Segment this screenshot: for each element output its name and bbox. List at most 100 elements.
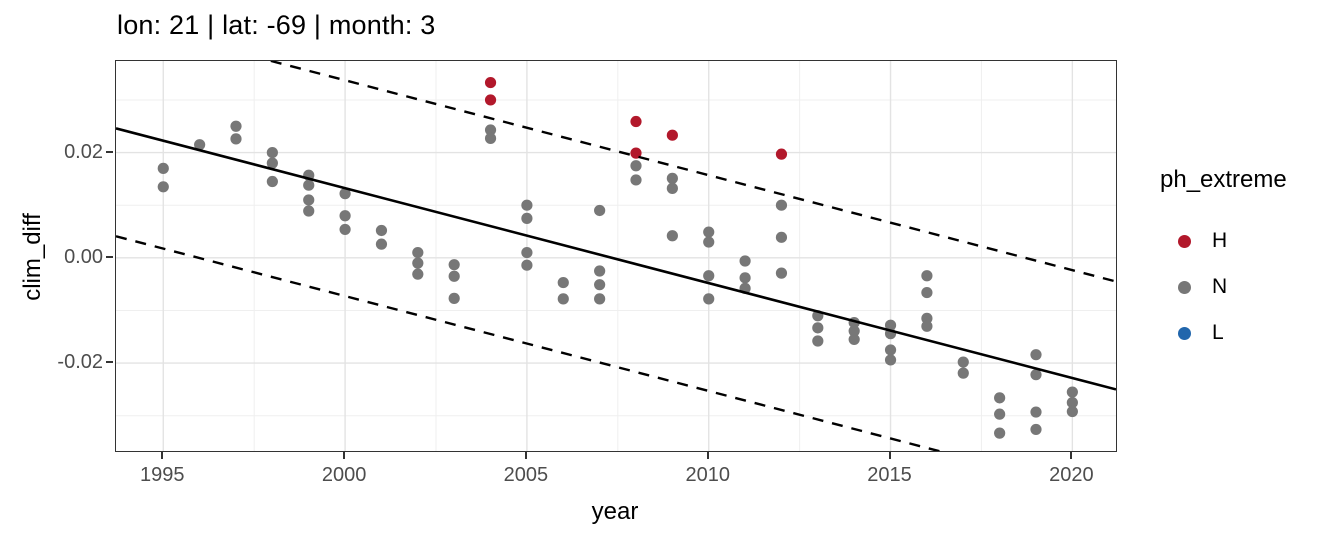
data-point-N bbox=[775, 199, 788, 211]
data-point-N bbox=[339, 223, 351, 236]
plot-panel bbox=[115, 60, 1117, 452]
data-point-N bbox=[303, 179, 315, 191]
y-axis-title: clim_diff bbox=[19, 213, 46, 301]
data-point-N bbox=[521, 246, 533, 259]
y-tick-label: 0.00 bbox=[64, 245, 103, 268]
data-point-N bbox=[921, 312, 933, 324]
data-point-N bbox=[521, 212, 533, 224]
data-point-N bbox=[412, 246, 424, 259]
data-point-N bbox=[703, 270, 715, 282]
data-point-N bbox=[230, 133, 242, 145]
data-point-N bbox=[1066, 386, 1078, 398]
data-point-N bbox=[703, 236, 715, 248]
legend-label-low: L bbox=[1212, 321, 1224, 344]
data-point-N bbox=[1030, 369, 1042, 381]
legend-dot-normal bbox=[1178, 280, 1191, 294]
x-tick-label: 2005 bbox=[503, 464, 549, 486]
x-tick-mark bbox=[524, 452, 527, 459]
x-tick-label: 2010 bbox=[685, 464, 730, 486]
data-point-N bbox=[703, 293, 715, 305]
data-point-N bbox=[521, 199, 533, 211]
data-point-N bbox=[994, 408, 1006, 420]
data-point-N bbox=[739, 255, 751, 267]
data-point-N bbox=[484, 132, 497, 144]
legend-item-high: H bbox=[1160, 218, 1287, 264]
data-point-N bbox=[230, 120, 242, 132]
lower-interval-line bbox=[116, 235, 944, 451]
data-point-N bbox=[884, 319, 897, 331]
data-point-N bbox=[703, 226, 715, 238]
data-point-N bbox=[194, 139, 206, 151]
data-point-N bbox=[412, 268, 424, 280]
data-point-N bbox=[448, 259, 460, 271]
data-point-N bbox=[266, 146, 278, 159]
y-tick-label: -0.02 bbox=[57, 351, 103, 374]
data-point-N bbox=[812, 335, 824, 347]
data-point-N bbox=[921, 270, 933, 282]
data-point-N bbox=[266, 157, 278, 169]
data-point-N bbox=[594, 265, 606, 277]
data-point-H bbox=[484, 94, 497, 106]
data-point-N bbox=[921, 286, 933, 299]
legend-dot-high bbox=[1178, 234, 1191, 248]
x-tick-mark bbox=[161, 452, 164, 459]
data-point-N bbox=[848, 333, 860, 346]
data-point-N bbox=[994, 392, 1006, 404]
x-tick-mark bbox=[706, 452, 709, 459]
x-tick-label: 2015 bbox=[867, 464, 912, 486]
data-point-N bbox=[484, 124, 497, 136]
data-point-N bbox=[303, 205, 315, 217]
x-tick-label: 1995 bbox=[140, 464, 185, 486]
data-point-N bbox=[375, 238, 388, 250]
y-tick-mark bbox=[106, 150, 113, 153]
y-tick-label: 0.02 bbox=[64, 140, 103, 163]
data-point-N bbox=[339, 188, 351, 200]
x-axis-title: year bbox=[591, 498, 639, 525]
legend: ph_extreme H N L bbox=[1160, 166, 1287, 356]
data-point-N bbox=[266, 175, 278, 188]
data-point-N bbox=[1030, 423, 1042, 436]
data-point-N bbox=[666, 172, 678, 184]
data-point-N bbox=[557, 276, 569, 289]
plot-panel-canvas bbox=[116, 61, 1116, 451]
data-point-N bbox=[848, 325, 860, 337]
data-point-N bbox=[884, 344, 897, 356]
trend-line bbox=[116, 127, 1116, 391]
data-point-N bbox=[594, 204, 606, 217]
data-point-N bbox=[339, 210, 351, 222]
x-tick-mark bbox=[343, 452, 346, 459]
x-tick-label: 2020 bbox=[1049, 464, 1094, 486]
data-point-N bbox=[157, 181, 169, 193]
data-point-N bbox=[1030, 349, 1042, 361]
data-point-N bbox=[994, 427, 1006, 439]
data-point-N bbox=[594, 279, 606, 291]
data-point-N bbox=[448, 270, 460, 282]
plot-title: lon: 21 | lat: -69 | month: 3 bbox=[117, 10, 436, 40]
data-point-N bbox=[666, 182, 678, 194]
y-tick-mark bbox=[106, 361, 113, 364]
y-tick-mark bbox=[106, 255, 113, 258]
data-point-N bbox=[448, 292, 460, 304]
legend-title: ph_extreme bbox=[1160, 166, 1287, 193]
data-point-N bbox=[157, 162, 169, 174]
legend-item-low: L bbox=[1160, 310, 1287, 356]
data-point-N bbox=[775, 231, 788, 243]
data-point-H bbox=[630, 115, 642, 128]
legend-item-normal: N bbox=[1160, 264, 1287, 310]
data-point-N bbox=[957, 356, 969, 368]
legend-label-high: H bbox=[1212, 229, 1228, 252]
data-point-N bbox=[375, 224, 388, 237]
data-point-N bbox=[812, 322, 824, 334]
data-point-N bbox=[594, 293, 606, 305]
x-tick-mark bbox=[1070, 452, 1073, 459]
data-point-N bbox=[884, 354, 897, 366]
data-point-N bbox=[1030, 406, 1042, 418]
data-point-N bbox=[303, 194, 315, 206]
data-point-N bbox=[1066, 405, 1078, 418]
data-point-N bbox=[521, 259, 533, 271]
upper-interval-line bbox=[266, 61, 1116, 283]
data-point-N bbox=[557, 293, 569, 305]
data-point-N bbox=[957, 367, 969, 379]
data-point-N bbox=[1066, 396, 1078, 409]
